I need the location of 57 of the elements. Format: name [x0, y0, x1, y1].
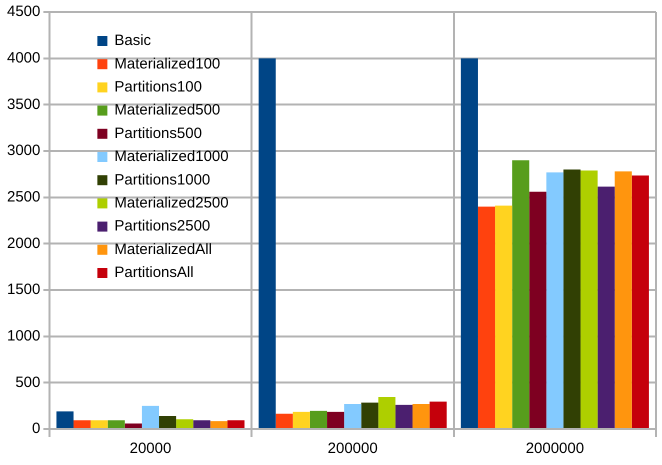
y-tick-label: 2000	[6, 234, 40, 252]
legend-label: Basic	[114, 32, 152, 50]
bar	[344, 404, 362, 428]
bar	[378, 397, 396, 428]
bar	[580, 170, 598, 428]
bar	[529, 192, 546, 428]
bar	[90, 420, 108, 428]
legend-label: MaterializedAll	[114, 240, 212, 258]
bar	[176, 419, 194, 428]
legend-label: PartitionsAll	[114, 264, 194, 282]
legend-label: Partitions1000	[114, 171, 210, 188]
y-tick-label: 0	[32, 420, 40, 438]
bar	[310, 410, 328, 428]
y-tick-label: 500	[15, 374, 40, 391]
bar	[546, 172, 564, 428]
legend-label: Materialized2500	[114, 194, 229, 212]
legend-label: Materialized100	[114, 55, 220, 72]
legend-label: Materialized1000	[114, 148, 229, 166]
legend-label: Partitions2500	[114, 218, 210, 235]
bar	[412, 404, 430, 428]
bar	[495, 206, 512, 428]
y-tick-label: 1500	[6, 281, 40, 298]
bar	[430, 402, 447, 428]
bar	[292, 412, 310, 428]
bar	[210, 421, 228, 428]
bar	[276, 414, 293, 428]
bar	[56, 411, 74, 428]
bar	[512, 160, 530, 428]
bar	[395, 404, 413, 428]
y-tick-label: 3500	[6, 96, 40, 113]
bar	[74, 420, 91, 428]
legend-label: Materialized500	[114, 102, 220, 119]
bar	[327, 412, 344, 428]
legend-label: Partitions100	[114, 78, 202, 96]
y-tick-label: 2500	[6, 188, 40, 206]
x-tick-label: 200000	[328, 440, 378, 458]
bar	[159, 416, 176, 428]
x-tick-label: 2000000	[526, 440, 584, 458]
bar	[361, 402, 378, 428]
x-tick-label: 20000	[130, 440, 172, 458]
bar	[193, 420, 210, 428]
legend-label: Partitions500	[114, 124, 202, 142]
y-tick-label: 4000	[6, 49, 40, 66]
bar	[227, 420, 244, 428]
bar	[142, 406, 160, 428]
y-tick-label: 4500	[6, 3, 40, 20]
bar	[258, 58, 276, 428]
bar	[108, 420, 125, 428]
bar	[632, 176, 649, 428]
bar	[598, 186, 615, 428]
bar	[124, 423, 142, 428]
y-tick-label: 1000	[6, 327, 40, 344]
bar	[460, 58, 478, 428]
y-tick-label: 3000	[6, 142, 40, 160]
bar	[478, 206, 496, 428]
bar	[614, 171, 632, 428]
bar	[563, 170, 581, 428]
